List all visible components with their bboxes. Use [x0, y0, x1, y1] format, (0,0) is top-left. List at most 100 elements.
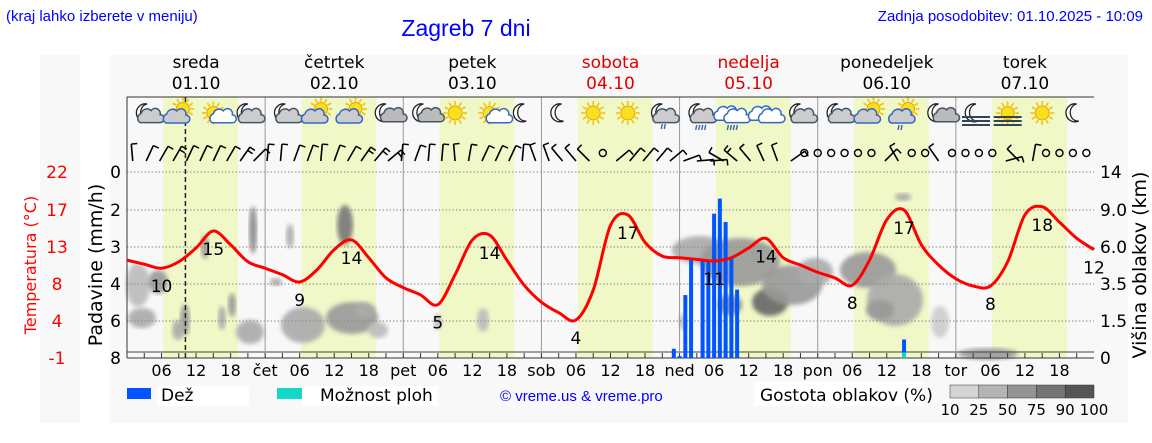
wind-feather [543, 142, 550, 146]
raindrop [897, 124, 900, 131]
wind-barb-icon [360, 146, 377, 162]
cloud-shape [237, 107, 266, 124]
density-swatch [978, 384, 1008, 399]
sun-behind-cloud-icon [853, 97, 886, 124]
legend-bg [157, 386, 249, 406]
wind-feather [515, 144, 522, 149]
wind-feather [384, 147, 391, 153]
wind-barb-icon [521, 143, 530, 162]
sun-ray [1031, 106, 1036, 110]
day-name: sreda [173, 53, 220, 73]
cloud-shape [790, 107, 819, 124]
wind-stem [790, 150, 806, 162]
cloud-height-tick-label: 3.5 [1100, 275, 1127, 295]
precip-tick-label: 3 [110, 238, 121, 258]
temperature-extreme-label: 11 [703, 270, 725, 290]
wind-stem [387, 149, 402, 162]
wind-barb-icon [145, 144, 160, 162]
wind-barb-icon [928, 143, 940, 162]
precip-tick-label: 4 [110, 275, 121, 295]
wind-stem [723, 149, 738, 162]
legend-bg [302, 386, 438, 406]
rain-bar [677, 356, 682, 358]
showers-bar [902, 352, 907, 358]
copyright-link[interactable]: © vreme.us & vreme.pro [500, 388, 663, 405]
moon-small-cloud-icon [374, 103, 408, 123]
wind-feather [628, 149, 634, 156]
sun-ray [483, 102, 487, 107]
temperature-extreme-label: 8 [847, 294, 858, 314]
wind-barb-icon [770, 142, 779, 162]
sun-ray [216, 102, 220, 107]
x-tick-day-label: čet [253, 361, 278, 380]
x-tick-label: 12 [324, 361, 344, 380]
cloud-density-area [337, 205, 353, 245]
raindrop [660, 123, 663, 130]
rain-bar [735, 289, 740, 358]
raindrop [729, 124, 733, 131]
wind-barb-icon [239, 146, 256, 162]
wind-feather [523, 143, 530, 146]
moon-small-cloud-icon [927, 103, 961, 123]
cloud-density-scale: 10 25 50 75 90 100 [940, 384, 1108, 419]
wind-barb-icon [212, 144, 227, 162]
sun-ray [444, 116, 449, 120]
wind-feather [312, 144, 320, 148]
wind-stem [145, 145, 155, 162]
wind-stem [521, 143, 525, 162]
wind-stem [494, 145, 504, 162]
cloud-density-area [866, 300, 894, 320]
wind-stem [185, 145, 195, 162]
temp-tick-label: 8 [52, 275, 63, 295]
wind-barb-icon [1031, 143, 1042, 162]
wind-feather [726, 159, 729, 166]
rain-bar [902, 339, 907, 358]
wind-calm-icon [826, 148, 836, 158]
wind-stem [642, 147, 655, 162]
daylight-band [992, 97, 1067, 358]
moon-cloud-light-rain-icon [650, 103, 681, 130]
wind-barb-icon [440, 143, 450, 162]
sun-ray [361, 102, 366, 106]
sun-ray [188, 112, 194, 116]
sun-ray [345, 102, 350, 106]
wind-feather [896, 148, 902, 154]
wind-barb-icon [615, 149, 634, 162]
temperature-axis-title: Temperatura (°C) [21, 196, 40, 335]
cloud-shape [485, 107, 514, 124]
sun-ray [914, 102, 919, 106]
moon-shape [512, 103, 527, 123]
sun-ray [1048, 116, 1053, 120]
wind-barb-icon [529, 142, 537, 162]
wind-barb-icon [884, 148, 902, 162]
sun-ray [621, 119, 625, 124]
sun-ray [596, 119, 600, 124]
x-tick-label: 18 [220, 361, 240, 380]
sun-ray [1013, 106, 1019, 110]
raindrop [701, 124, 704, 131]
wind-barb-icon [467, 143, 478, 162]
wind-feather [529, 142, 536, 146]
legend-rain-swatch [127, 388, 151, 399]
wind-feather [653, 147, 660, 153]
location-hint[interactable]: (kraj lahko izberete v meniju) [6, 8, 198, 25]
wind-stem [253, 148, 267, 162]
wind-barb-icon [293, 144, 306, 162]
wind-feather [268, 143, 275, 146]
sun-ray [634, 106, 639, 110]
wind-barb-icon [508, 144, 522, 162]
cloud-height-tick-label: 9.0 [1100, 201, 1127, 221]
wind-calm-icon [907, 148, 916, 158]
wind-feather [756, 142, 763, 147]
cloud-shape [887, 108, 916, 124]
sun-ray [327, 112, 332, 116]
x-tick-label: 06 [842, 361, 862, 380]
daylight-band [577, 97, 653, 358]
wind-feather [666, 147, 673, 153]
precip-tick-label: 2 [110, 201, 121, 221]
sun-ray [631, 119, 635, 124]
wind-stem [508, 145, 517, 162]
wind-feather [131, 142, 138, 145]
cloud-shape [162, 108, 191, 124]
sun-ray [206, 102, 211, 107]
